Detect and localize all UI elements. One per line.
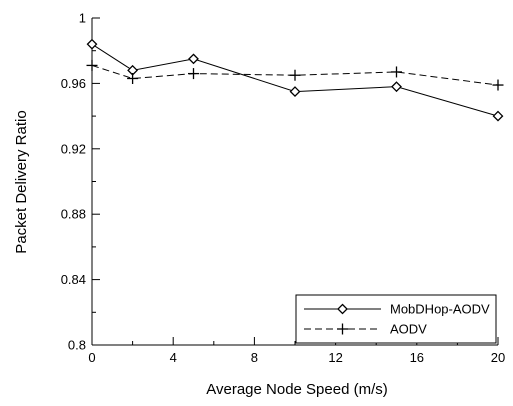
legend: MobDHop-AODV AODV <box>295 294 497 344</box>
data-point-0-5 <box>492 110 504 122</box>
x-tick-label: 4 <box>170 350 177 365</box>
axes: 0 4 8 12 16 20 0.8 0.84 0.88 0.92 0.96 1 <box>61 11 506 366</box>
x-tick-label: 0 <box>88 350 95 365</box>
data-point-0-3 <box>289 86 301 97</box>
x-axis-label: Average Node Speed (m/s) <box>206 381 388 398</box>
data-point-1-4 <box>391 66 402 78</box>
legend-label: MobDHop-AODV <box>390 302 490 317</box>
y-tick-label: 0.92 <box>61 141 86 156</box>
series-layer <box>86 38 504 122</box>
data-point-1-2 <box>188 68 199 80</box>
legend-marker-1 <box>337 323 348 335</box>
y-tick-label: 1 <box>79 11 86 26</box>
series-line-0 <box>91 43 499 117</box>
data-point-1-3 <box>289 69 301 81</box>
x-tick-label: 8 <box>251 350 258 365</box>
data-point-1-5 <box>492 79 504 91</box>
y-tick-label: 0.8 <box>68 338 86 353</box>
data-point-1-0 <box>86 59 98 71</box>
data-point-0-2 <box>188 53 199 65</box>
y-tick-label: 0.96 <box>61 76 86 91</box>
data-point-0-0 <box>86 38 98 50</box>
data-point-1-1 <box>127 72 139 84</box>
legend-box <box>295 294 497 344</box>
data-point-0-4 <box>391 81 402 93</box>
legend-label: AODV <box>390 322 427 337</box>
y-tick-label: 0.88 <box>61 207 86 222</box>
x-tick-label: 12 <box>328 350 342 365</box>
x-tick-label: 20 <box>491 350 505 365</box>
y-axis-label: Packet Delivery Ratio <box>13 110 30 253</box>
x-tick-label: 16 <box>410 350 424 365</box>
series-line-1 <box>91 64 499 86</box>
legend-marker-0 <box>337 303 348 315</box>
y-tick-label: 0.84 <box>61 272 86 287</box>
